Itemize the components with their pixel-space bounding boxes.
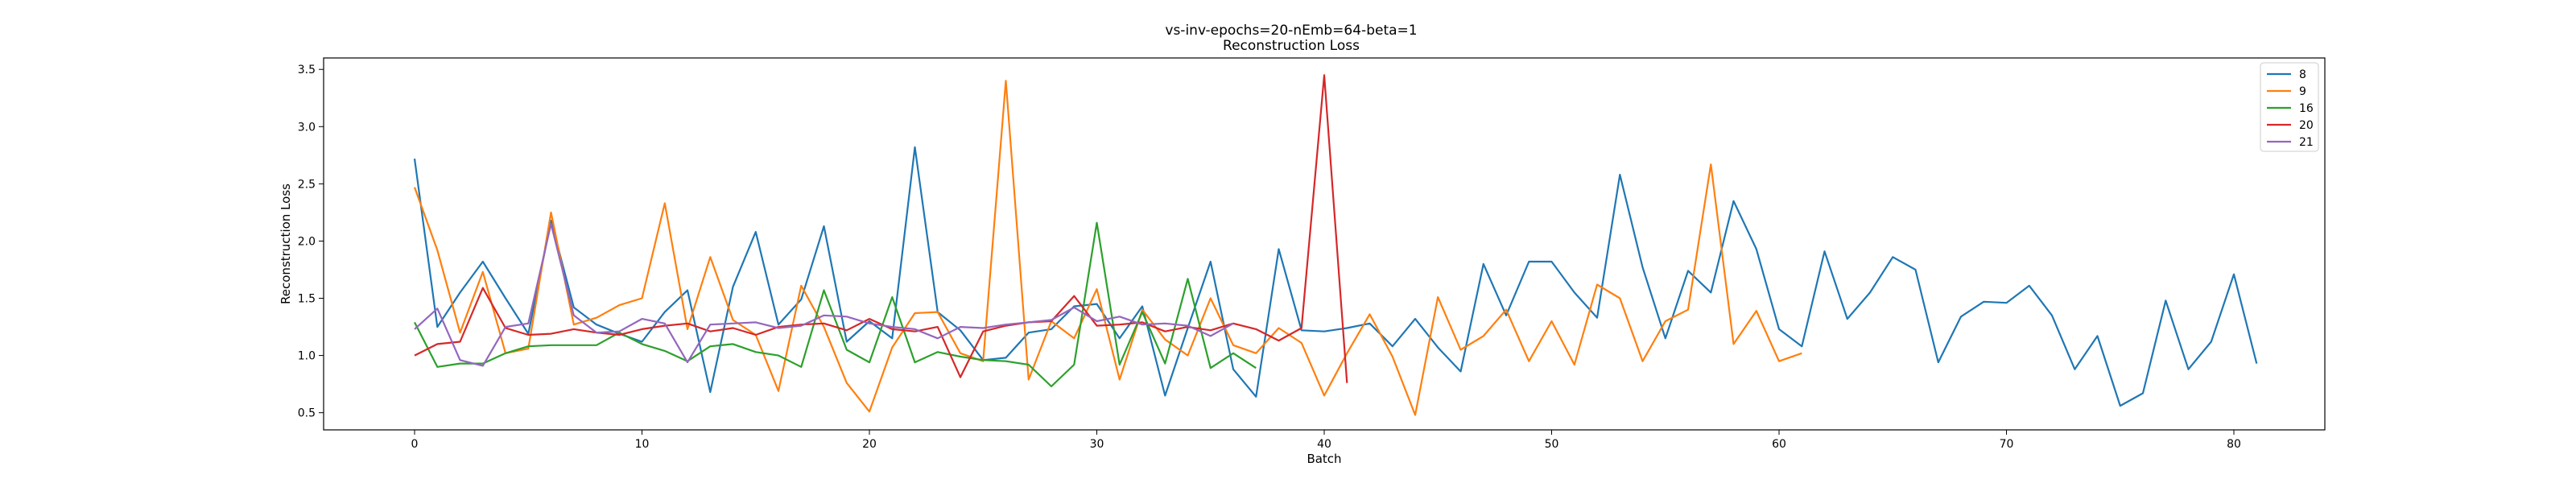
legend-label-9: 9 (2299, 85, 2306, 98)
x-tick-label: 10 (635, 438, 650, 451)
x-tick-label: 0 (411, 438, 419, 451)
legend-label-16: 16 (2299, 102, 2314, 115)
x-tick-label: 50 (1545, 438, 1559, 451)
x-tick-label: 20 (862, 438, 877, 451)
y-axis: 0.5 1.0 1.5 2.0 2.5 3.0 3.5 (298, 64, 324, 420)
x-tick-label: 80 (2227, 438, 2241, 451)
chart-subtitle: Reconstruction Loss (1223, 38, 1360, 54)
x-axis-label: Batch (1307, 452, 1341, 466)
series-line-8 (413, 146, 2258, 407)
legend-label-21: 21 (2299, 136, 2314, 149)
legend: 8 9 16 20 21 (2260, 62, 2319, 152)
x-axis: 0 10 20 30 40 50 60 70 80 (411, 430, 2241, 451)
series-line-21 (414, 223, 1234, 367)
x-tick-label: 70 (2000, 438, 2014, 451)
y-axis-label: Reconstruction Loss (279, 184, 293, 304)
y-tick-label: 3.5 (298, 64, 316, 76)
series-layer (413, 74, 2258, 416)
chart-title: vs-inv-epochs=20-nEmb=64-beta=1 (1165, 23, 1417, 39)
x-tick-label: 40 (1317, 438, 1331, 451)
legend-label-20: 20 (2299, 119, 2314, 132)
x-tick-label: 60 (1772, 438, 1786, 451)
legend-label-8: 8 (2299, 68, 2306, 81)
y-tick-label: 1.0 (298, 350, 316, 363)
series-line-9 (413, 80, 1802, 416)
y-tick-label: 2.5 (298, 178, 316, 191)
x-tick-label: 30 (1090, 438, 1104, 451)
y-tick-label: 3.0 (298, 121, 316, 134)
series-line-16 (414, 221, 1257, 388)
y-tick-label: 1.5 (298, 293, 316, 306)
y-tick-label: 0.5 (298, 407, 316, 420)
y-tick-label: 2.0 (298, 235, 316, 248)
